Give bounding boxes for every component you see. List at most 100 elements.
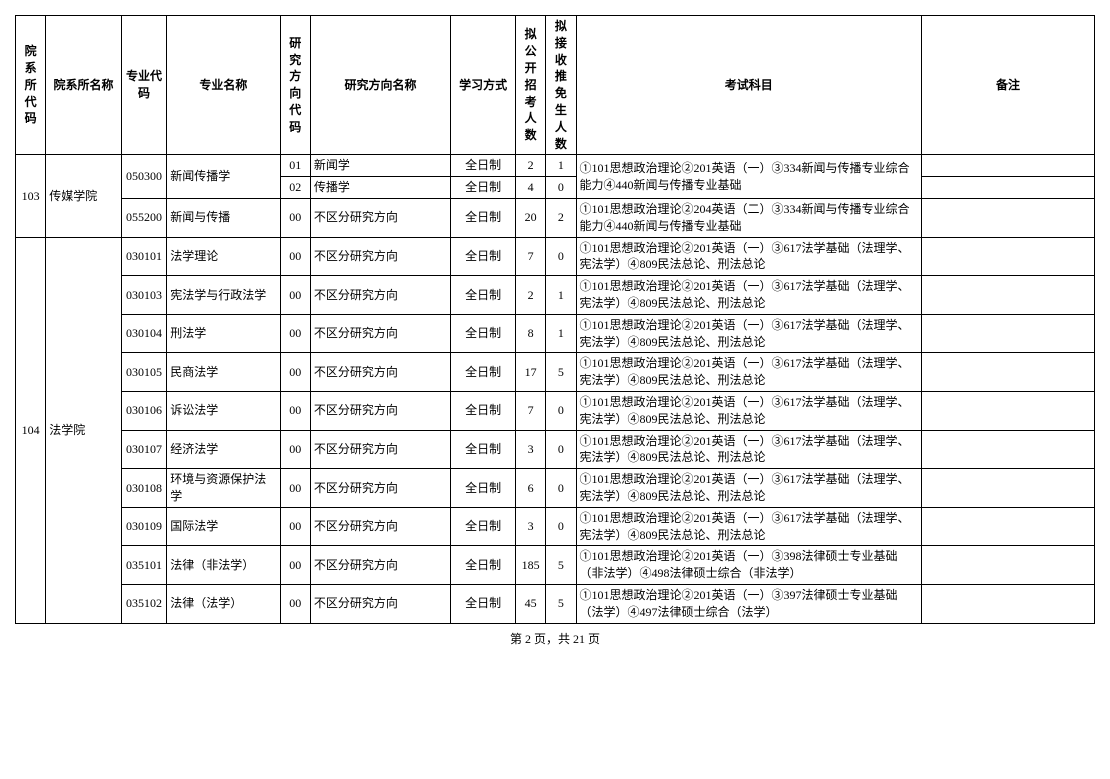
col-note: 备注 xyxy=(922,16,1095,155)
direction-name-cell: 不区分研究方向 xyxy=(310,353,450,392)
col-dept-name: 院系所名称 xyxy=(46,16,122,155)
note-cell xyxy=(922,237,1095,276)
dept-code-cell: 103 xyxy=(16,155,46,237)
direction-code-cell: 00 xyxy=(280,353,310,392)
major-name-cell: 法律（法学） xyxy=(167,584,280,623)
exam-cell: ①101思想政治理论②204英语（二）③334新闻与传播专业综合能力④440新闻… xyxy=(576,198,922,237)
col-rec-count: 拟接收推免生人数 xyxy=(546,16,576,155)
exam-cell: ①101思想政治理论②201英语（一）③617法学基础（法理学、宪法学）④809… xyxy=(576,276,922,315)
note-cell xyxy=(922,155,1095,177)
table-row: 030105民商法学00不区分研究方向全日制175①101思想政治理论②201英… xyxy=(16,353,1095,392)
exam-cell: ①101思想政治理论②201英语（一）③617法学基础（法理学、宪法学）④809… xyxy=(576,353,922,392)
plan-count-cell: 185 xyxy=(516,546,546,585)
study-mode-cell: 全日制 xyxy=(451,546,516,585)
major-code-cell: 035101 xyxy=(121,546,166,585)
note-cell xyxy=(922,198,1095,237)
direction-name-cell: 传播学 xyxy=(310,177,450,199)
study-mode-cell: 全日制 xyxy=(451,155,516,177)
col-major-name: 专业名称 xyxy=(167,16,280,155)
plan-count-cell: 2 xyxy=(516,155,546,177)
direction-code-cell: 00 xyxy=(280,314,310,353)
col-exam: 考试科目 xyxy=(576,16,922,155)
col-study-mode: 学习方式 xyxy=(451,16,516,155)
major-code-cell: 030108 xyxy=(121,469,166,508)
direction-name-cell: 不区分研究方向 xyxy=(310,276,450,315)
note-cell xyxy=(922,391,1095,430)
col-dept-code: 院系所代码 xyxy=(16,16,46,155)
major-name-cell: 新闻与传播 xyxy=(167,198,280,237)
direction-name-cell: 不区分研究方向 xyxy=(310,430,450,469)
study-mode-cell: 全日制 xyxy=(451,177,516,199)
rec-count-cell: 1 xyxy=(546,276,576,315)
table-row: 030106诉讼法学00不区分研究方向全日制70①101思想政治理论②201英语… xyxy=(16,391,1095,430)
major-code-cell: 030103 xyxy=(121,276,166,315)
study-mode-cell: 全日制 xyxy=(451,198,516,237)
major-name-cell: 法学理论 xyxy=(167,237,280,276)
col-dir-name: 研究方向名称 xyxy=(310,16,450,155)
exam-cell: ①101思想政治理论②201英语（一）③617法学基础（法理学、宪法学）④809… xyxy=(576,391,922,430)
direction-code-cell: 00 xyxy=(280,391,310,430)
major-code-cell: 035102 xyxy=(121,584,166,623)
major-code-cell: 030106 xyxy=(121,391,166,430)
table-row: 104法学院030101法学理论00不区分研究方向全日制70①101思想政治理论… xyxy=(16,237,1095,276)
major-name-cell: 环境与资源保护法学 xyxy=(167,469,280,508)
admissions-table: 院系所代码 院系所名称 专业代码 专业名称 研究方向代码 研究方向名称 学习方式… xyxy=(15,15,1095,624)
plan-count-cell: 45 xyxy=(516,584,546,623)
note-cell xyxy=(922,177,1095,199)
direction-name-cell: 不区分研究方向 xyxy=(310,546,450,585)
table-row: 030109国际法学00不区分研究方向全日制30①101思想政治理论②201英语… xyxy=(16,507,1095,546)
study-mode-cell: 全日制 xyxy=(451,507,516,546)
table-row: 030108环境与资源保护法学00不区分研究方向全日制60①101思想政治理论②… xyxy=(16,469,1095,508)
note-cell xyxy=(922,430,1095,469)
major-code-cell: 030101 xyxy=(121,237,166,276)
table-row: 055200新闻与传播00不区分研究方向全日制202①101思想政治理论②204… xyxy=(16,198,1095,237)
major-code-cell: 030105 xyxy=(121,353,166,392)
rec-count-cell: 0 xyxy=(546,469,576,508)
study-mode-cell: 全日制 xyxy=(451,391,516,430)
dept-code-cell: 104 xyxy=(16,237,46,623)
direction-code-cell: 00 xyxy=(280,584,310,623)
table-row: 030103宪法学与行政法学00不区分研究方向全日制21①101思想政治理论②2… xyxy=(16,276,1095,315)
major-code-cell: 030109 xyxy=(121,507,166,546)
exam-cell: ①101思想政治理论②201英语（一）③617法学基础（法理学、宪法学）④809… xyxy=(576,430,922,469)
plan-count-cell: 20 xyxy=(516,198,546,237)
page-indicator: 第 2 页，共 21 页 xyxy=(15,630,1095,647)
study-mode-cell: 全日制 xyxy=(451,430,516,469)
note-cell xyxy=(922,276,1095,315)
note-cell xyxy=(922,507,1095,546)
major-name-cell: 刑法学 xyxy=(167,314,280,353)
plan-count-cell: 6 xyxy=(516,469,546,508)
note-cell xyxy=(922,314,1095,353)
major-code-cell: 050300 xyxy=(121,155,166,199)
rec-count-cell: 5 xyxy=(546,546,576,585)
direction-code-cell: 02 xyxy=(280,177,310,199)
major-name-cell: 法律（非法学） xyxy=(167,546,280,585)
direction-name-cell: 新闻学 xyxy=(310,155,450,177)
col-plan-count: 拟公开招考人数 xyxy=(516,16,546,155)
study-mode-cell: 全日制 xyxy=(451,469,516,508)
direction-name-cell: 不区分研究方向 xyxy=(310,237,450,276)
rec-count-cell: 1 xyxy=(546,314,576,353)
study-mode-cell: 全日制 xyxy=(451,353,516,392)
direction-name-cell: 不区分研究方向 xyxy=(310,314,450,353)
study-mode-cell: 全日制 xyxy=(451,314,516,353)
major-name-cell: 诉讼法学 xyxy=(167,391,280,430)
exam-cell: ①101思想政治理论②201英语（一）③617法学基础（法理学、宪法学）④809… xyxy=(576,237,922,276)
table-row: 035102法律（法学）00不区分研究方向全日制455①101思想政治理论②20… xyxy=(16,584,1095,623)
rec-count-cell: 0 xyxy=(546,507,576,546)
table-row: 030104刑法学00不区分研究方向全日制81①101思想政治理论②201英语（… xyxy=(16,314,1095,353)
major-name-cell: 国际法学 xyxy=(167,507,280,546)
direction-code-cell: 01 xyxy=(280,155,310,177)
study-mode-cell: 全日制 xyxy=(451,237,516,276)
exam-cell: ①101思想政治理论②201英语（一）③397法律硕士专业基础（法学）④497法… xyxy=(576,584,922,623)
plan-count-cell: 7 xyxy=(516,391,546,430)
plan-count-cell: 4 xyxy=(516,177,546,199)
direction-name-cell: 不区分研究方向 xyxy=(310,584,450,623)
direction-code-cell: 00 xyxy=(280,546,310,585)
note-cell xyxy=(922,469,1095,508)
direction-code-cell: 00 xyxy=(280,198,310,237)
direction-code-cell: 00 xyxy=(280,430,310,469)
exam-cell: ①101思想政治理论②201英语（一）③617法学基础（法理学、宪法学）④809… xyxy=(576,314,922,353)
note-cell xyxy=(922,546,1095,585)
direction-code-cell: 00 xyxy=(280,276,310,315)
